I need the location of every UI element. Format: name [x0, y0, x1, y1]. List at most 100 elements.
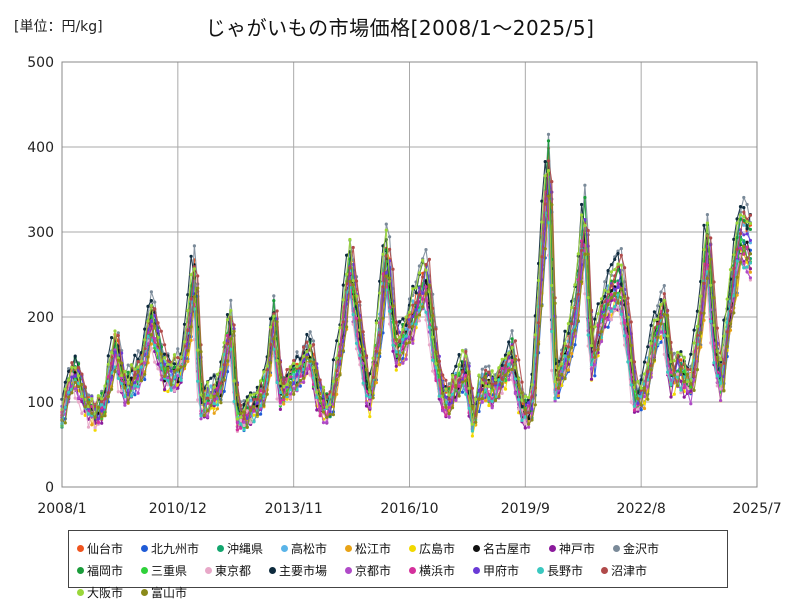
legend-marker: [473, 566, 480, 574]
data-point: [490, 385, 494, 389]
data-point: [742, 215, 746, 219]
data-point: [288, 388, 292, 392]
data-point: [252, 397, 256, 402]
data-point: [143, 361, 147, 365]
data-point: [371, 375, 375, 379]
legend-marker: [473, 544, 480, 552]
data-point: [626, 360, 630, 364]
data-point: [308, 330, 312, 334]
data-point: [725, 330, 729, 334]
legend-marker: [141, 544, 148, 552]
data-point: [378, 351, 382, 355]
legend-item: 三重県: [141, 559, 205, 581]
data-point: [189, 273, 193, 277]
data-point: [129, 383, 134, 387]
data-point: [480, 381, 484, 385]
data-point: [580, 280, 584, 284]
data-point: [166, 379, 170, 383]
data-point: [570, 352, 574, 356]
data-point: [338, 354, 342, 358]
data-point: [520, 391, 524, 395]
data-point: [212, 406, 216, 411]
data-point: [411, 299, 415, 303]
data-point: [285, 385, 289, 389]
legend-label: 主要市場: [279, 563, 328, 578]
data-point: [732, 237, 736, 241]
data-point: [394, 350, 398, 354]
data-point: [159, 363, 163, 367]
data-point: [374, 321, 378, 325]
legend-label: 富山市: [151, 585, 188, 600]
data-point: [123, 403, 127, 407]
data-point: [586, 296, 590, 300]
data-point: [265, 392, 269, 396]
legend-item: 神戸市: [549, 537, 613, 559]
data-point: [245, 398, 249, 402]
data-point: [728, 309, 733, 313]
data-point: [153, 360, 157, 364]
data-point: [136, 365, 140, 369]
data-point: [566, 322, 571, 326]
legend-item: 北九州市: [141, 537, 217, 559]
data-point: [139, 365, 143, 369]
data-point: [199, 350, 203, 354]
legend-item: 沖縄県: [217, 537, 281, 559]
data-point: [745, 270, 749, 274]
data-point: [742, 223, 746, 227]
data-point: [103, 384, 107, 388]
data-point: [331, 358, 335, 362]
data-point: [417, 264, 421, 268]
data-point: [682, 370, 686, 374]
data-point: [381, 252, 385, 256]
data-point: [603, 288, 607, 292]
data-point: [523, 422, 527, 426]
data-point: [543, 174, 547, 178]
data-point: [722, 389, 726, 393]
data-point: [613, 287, 617, 291]
data-point: [364, 404, 369, 408]
data-point: [83, 385, 87, 389]
data-point: [609, 284, 614, 288]
data-point: [163, 387, 167, 392]
data-point: [391, 304, 395, 308]
data-point: [311, 339, 316, 343]
data-point: [262, 394, 266, 398]
data-point: [510, 355, 514, 359]
data-point: [629, 343, 633, 348]
data-point: [434, 350, 438, 354]
data-point: [192, 267, 196, 271]
data-point: [735, 221, 739, 225]
data-point: [321, 385, 326, 389]
data-point: [278, 399, 282, 403]
data-point: [358, 300, 362, 304]
data-point: [527, 401, 531, 405]
data-point: [394, 361, 398, 365]
data-point: [268, 360, 273, 365]
data-point: [63, 387, 67, 391]
data-point: [662, 352, 666, 356]
data-point: [513, 357, 518, 361]
data-point: [699, 311, 703, 315]
data-point: [76, 400, 81, 404]
data-point: [126, 363, 130, 367]
data-point: [229, 347, 233, 351]
data-point: [76, 366, 81, 370]
data-point: [722, 318, 726, 322]
data-point: [153, 343, 157, 347]
data-point: [676, 372, 680, 376]
data-point: [335, 356, 339, 360]
data-point: [589, 367, 594, 371]
data-point: [583, 223, 587, 228]
data-point: [239, 422, 243, 426]
data-point: [100, 421, 104, 425]
data-point: [431, 314, 435, 318]
data-point: [169, 369, 173, 373]
data-point: [550, 203, 554, 207]
data-point: [546, 139, 551, 143]
data-point: [748, 267, 753, 271]
data-point: [311, 366, 316, 370]
data-point: [477, 388, 481, 392]
data-point: [570, 322, 574, 326]
data-point: [484, 388, 488, 392]
data-point: [503, 353, 508, 357]
